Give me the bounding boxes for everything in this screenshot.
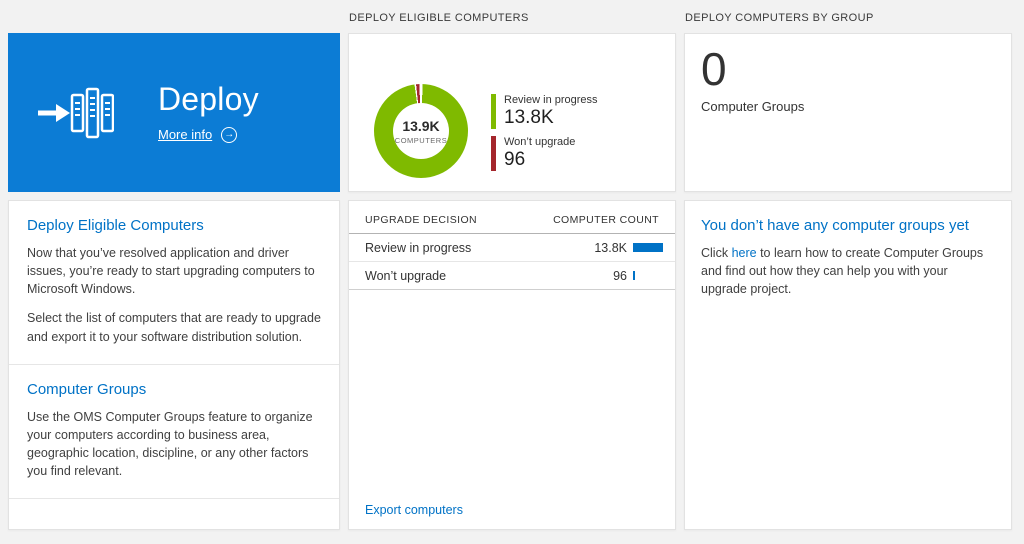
legend-item-review-in-progress: Review in progress 13.8K: [491, 94, 598, 130]
column-header-upgrade-decision: UPGRADE DECISION: [365, 214, 477, 226]
legend-label: Won’t upgrade: [504, 136, 576, 149]
export-computers-link[interactable]: Export computers: [365, 503, 463, 517]
table-row[interactable]: Won’t upgrade 96: [349, 262, 675, 290]
computer-groups-count: 0: [701, 43, 727, 95]
more-info-row: More info →: [158, 126, 259, 143]
donut-legend: Review in progress 13.8K Won’t upgrade 9…: [491, 94, 598, 178]
donut-center-value: 13.9K: [402, 117, 440, 134]
legend-value: 13.8K: [504, 107, 554, 129]
deploy-icon: [38, 87, 114, 138]
no-groups-heading: You don’t have any computer groups yet: [701, 217, 969, 234]
more-info-link[interactable]: More info: [158, 127, 213, 143]
computer-groups-count-card: 0 Computer Groups: [684, 33, 1012, 192]
computers-by-group-column-header: DEPLOY COMPUTERS BY GROUP: [685, 12, 874, 24]
cell-bar: [633, 243, 667, 252]
deploy-info-card: Deploy Eligible Computers Now that you’v…: [8, 200, 340, 530]
computer-groups-empty-card: You don’t have any computer groups yet C…: [684, 200, 1012, 530]
cell-count: 13.8K: [594, 240, 627, 255]
legend-label: Review in progress: [504, 94, 598, 106]
no-groups-text-before: Click: [701, 246, 732, 260]
deploy-title: Deploy: [158, 81, 259, 118]
deploy-eligible-para2: Select the list of computers that are re…: [27, 311, 321, 344]
deploy-eligible-para1: Now that you’ve resolved application and…: [27, 246, 315, 297]
table-row[interactable]: Review in progress 13.8K: [349, 234, 675, 262]
donut-hole: 13.9K COMPUTERS: [393, 103, 449, 159]
no-groups-text: Click here to learn how to create Comput…: [701, 244, 995, 298]
count-bar: [633, 243, 663, 252]
legend-item-wont-upgrade: Won’t upgrade 96: [491, 136, 598, 172]
here-link[interactable]: here: [731, 246, 757, 260]
computer-groups-count-label: Computer Groups: [701, 98, 805, 114]
legend-value: 96: [504, 149, 526, 171]
deploy-tile[interactable]: Deploy More info →: [8, 33, 340, 192]
column-header-computer-count: COMPUTER COUNT: [553, 214, 659, 226]
donut-center-label: COMPUTERS: [394, 135, 448, 145]
computer-groups-section: Computer Groups Use the OMS Computer Gro…: [9, 365, 339, 499]
upgrade-decision-table-card: UPGRADE DECISION COMPUTER COUNT Review i…: [348, 200, 676, 530]
cell-decision: Review in progress: [365, 240, 472, 255]
section-divider: [9, 498, 339, 500]
cell-decision: Won’t upgrade: [365, 268, 447, 283]
section-divider: [9, 363, 339, 365]
donut-chart[interactable]: 13.9K COMPUTERS: [374, 84, 468, 178]
deploy-eligible-heading: Deploy Eligible Computers: [27, 217, 204, 234]
no-groups-text-after: to learn how to create Computer Groups a…: [701, 246, 984, 297]
count-bar: [633, 271, 635, 280]
table-header-row: UPGRADE DECISION COMPUTER COUNT: [349, 201, 675, 234]
eligible-computers-chart-card: 13.9K COMPUTERS Review in progress 13.8K…: [348, 33, 676, 192]
computer-groups-heading: Computer Groups: [27, 380, 147, 398]
eligible-computers-column-header: DEPLOY ELIGIBLE COMPUTERS: [349, 12, 529, 24]
arrow-right-circle-icon[interactable]: →: [221, 126, 238, 143]
cell-bar: [633, 271, 667, 280]
deploy-eligible-section: Deploy Eligible Computers Now that you’v…: [9, 201, 339, 364]
computer-groups-para: Use the OMS Computer Groups feature to o…: [27, 409, 313, 478]
deploy-tile-text: Deploy More info →: [158, 81, 259, 143]
cell-count: 96: [613, 268, 627, 283]
